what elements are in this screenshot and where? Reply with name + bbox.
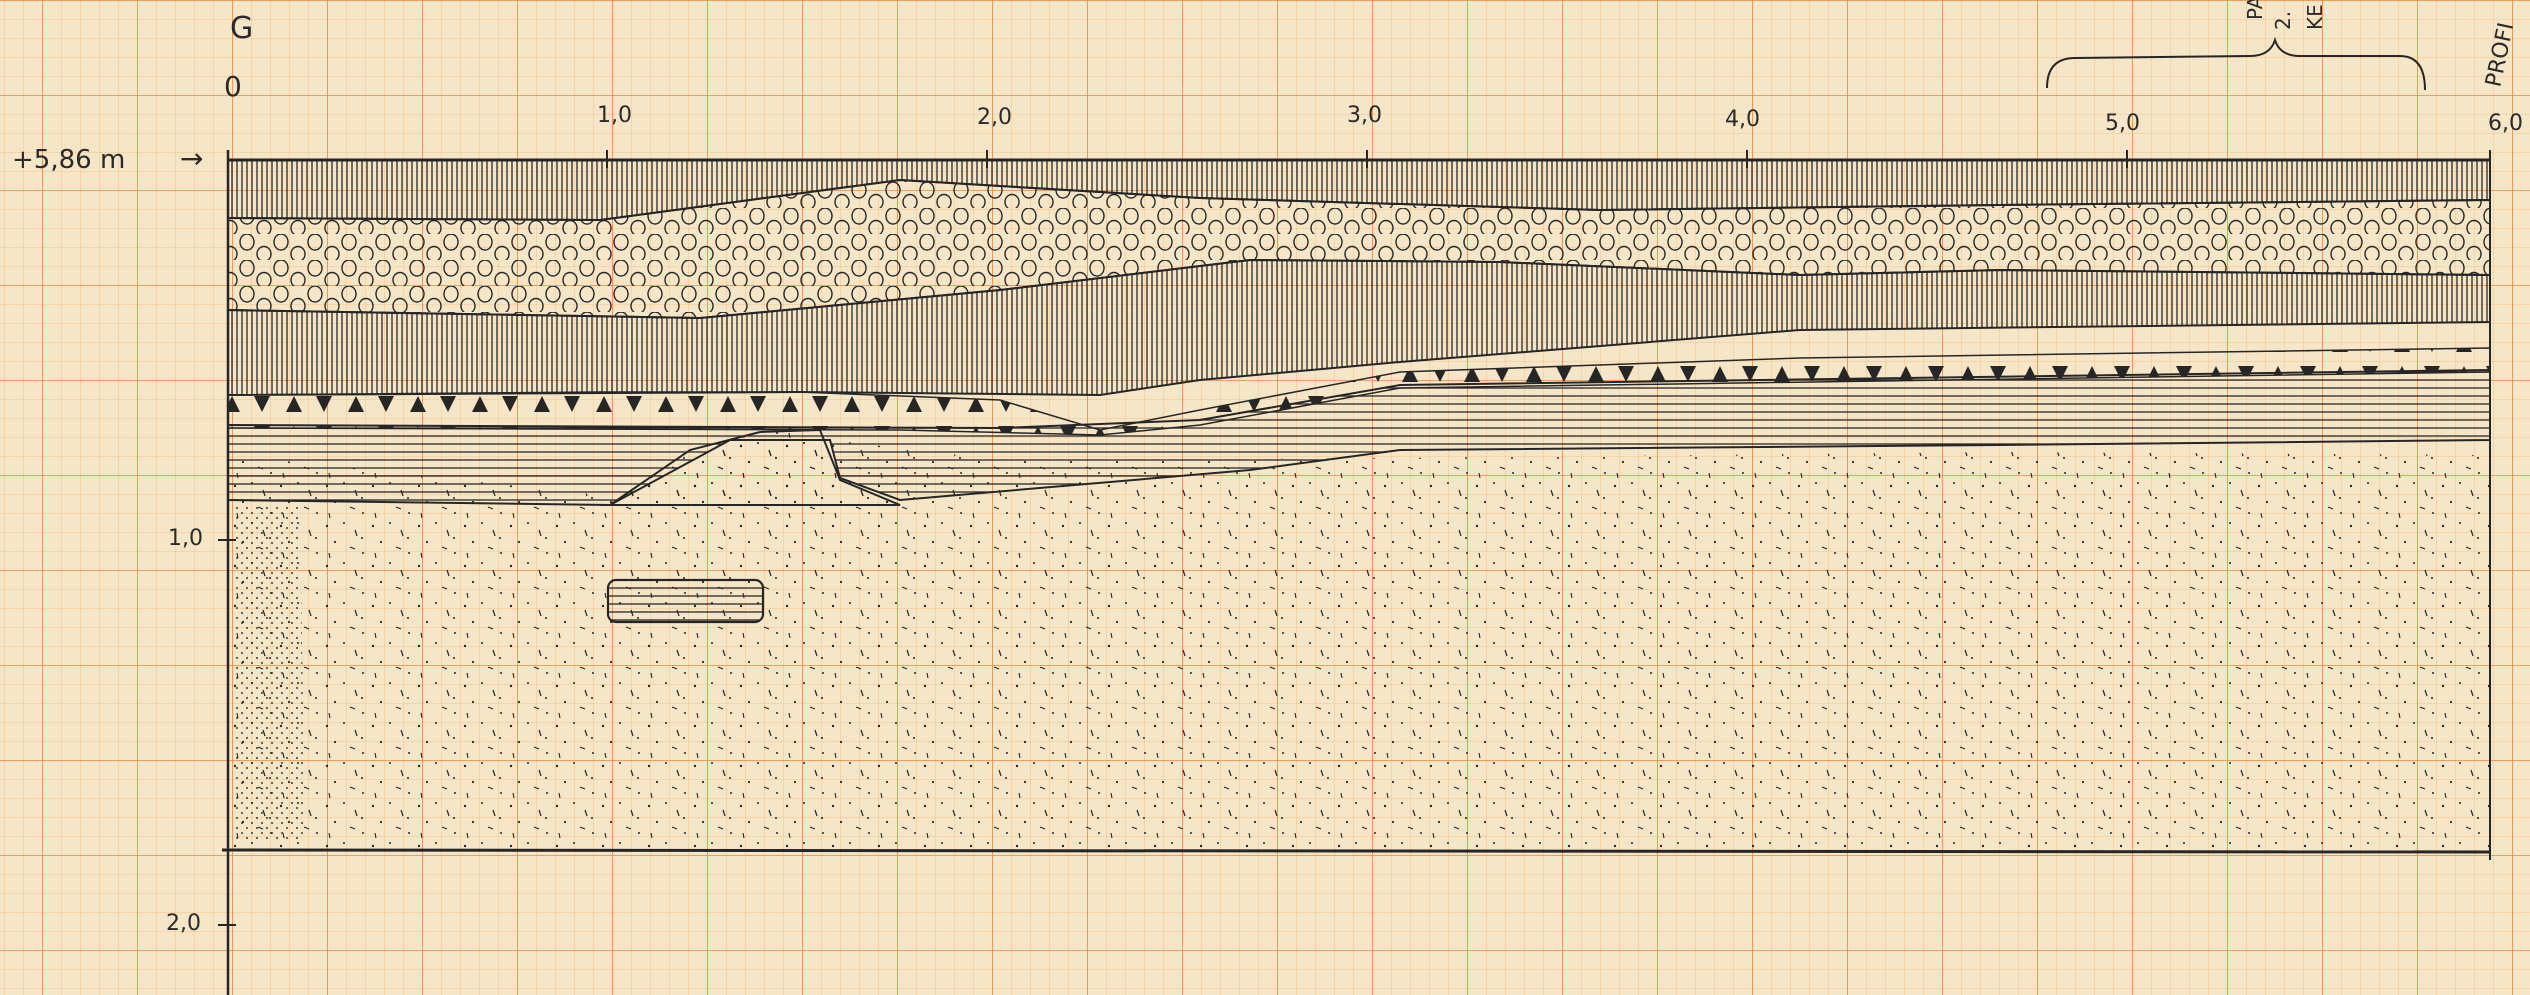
- x-tick-label: 4,0: [1725, 107, 1760, 132]
- datum-label: +5,86 m: [12, 145, 125, 175]
- corner-letter: G: [230, 11, 253, 46]
- x-tick-label: 5,0: [2105, 111, 2140, 136]
- layer-sand-wedge: [600, 428, 901, 506]
- x-tick-label: 1,0: [597, 103, 632, 128]
- x-tick-label: 6,0: [2488, 111, 2523, 136]
- top-right-note: KE: [2303, 4, 2327, 30]
- datum-arrow: →: [180, 142, 203, 175]
- y-tick-label: 2,0: [166, 911, 201, 936]
- top-bracket: [2046, 36, 2426, 91]
- x-tick-label: 2,0: [977, 105, 1012, 130]
- laminated-lens: [606, 578, 765, 624]
- origin-label: 0: [224, 70, 242, 103]
- y-tick-marks: [218, 539, 236, 926]
- layer-sand: [228, 440, 2490, 850]
- excavation-bottom-line: [221, 848, 2491, 854]
- x-tick-label: 3,0: [1347, 103, 1382, 128]
- stratigraphic-layers: [227, 159, 2491, 850]
- top-right-note: 2.: [2271, 11, 2295, 30]
- y-tick-label: 1,0: [168, 526, 203, 551]
- x-tick-marks: [606, 150, 2491, 168]
- layer-triangles: [227, 347, 2491, 436]
- layer-sand-dense-zone: [236, 505, 305, 840]
- top-right-note: PA: [2243, 0, 2267, 20]
